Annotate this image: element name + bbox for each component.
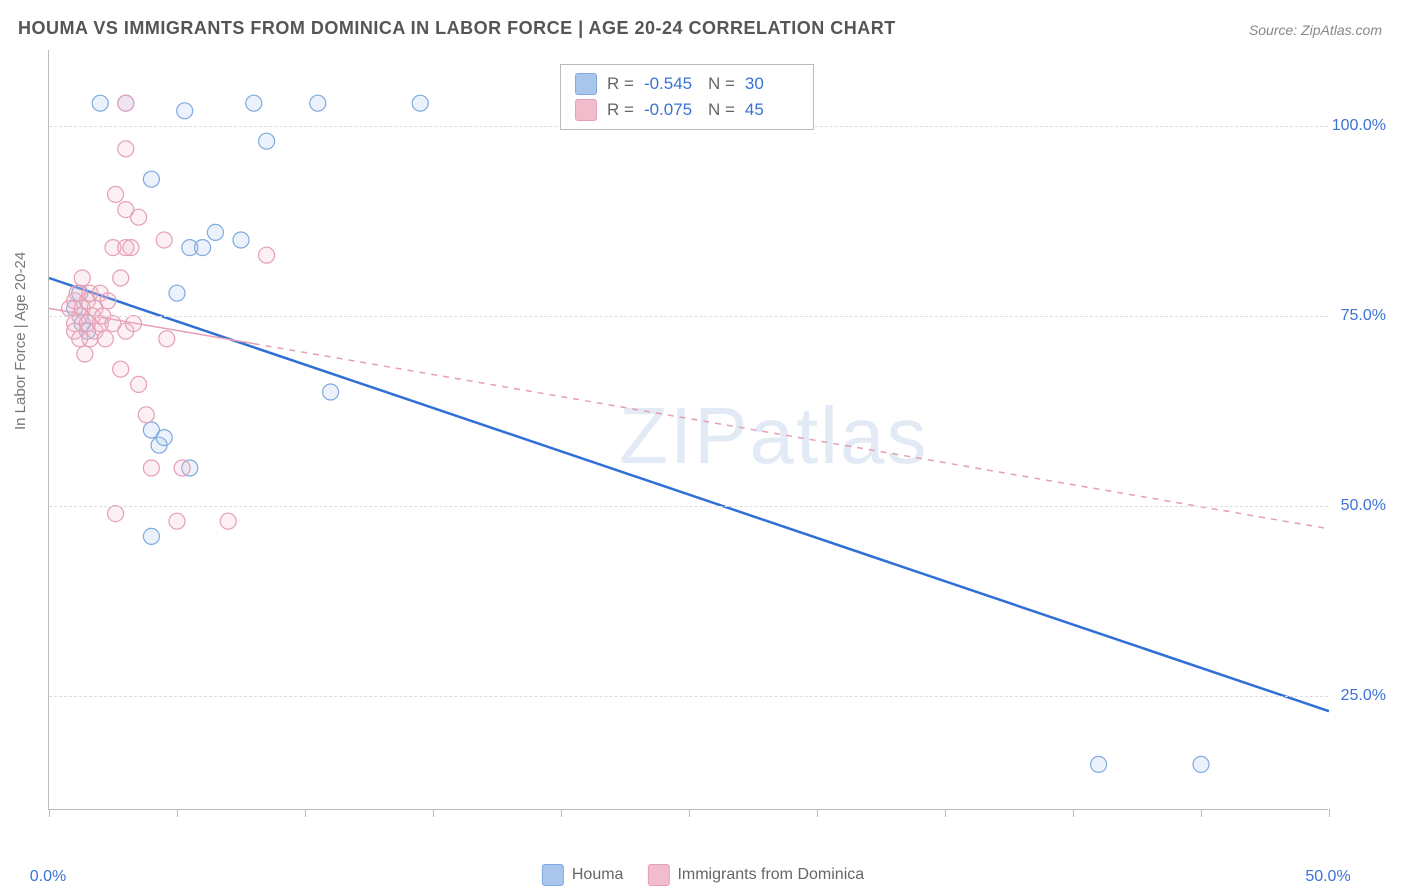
x-tick bbox=[689, 809, 690, 817]
n-label: N = bbox=[708, 100, 735, 120]
legend-item-dominica: Immigrants from Dominica bbox=[647, 864, 864, 886]
swatch-houma-bottom bbox=[542, 864, 564, 886]
series-legend: Houma Immigrants from Dominica bbox=[542, 864, 864, 886]
y-axis-title: In Labor Force | Age 20-24 bbox=[12, 252, 29, 430]
x-tick bbox=[433, 809, 434, 817]
r-label: R = bbox=[607, 100, 634, 120]
n-value-dominica: 45 bbox=[745, 100, 799, 120]
x-tick-label: 50.0% bbox=[1305, 868, 1350, 886]
x-tick bbox=[945, 809, 946, 817]
x-tick bbox=[1329, 809, 1330, 817]
x-tick bbox=[817, 809, 818, 817]
y-tick-label: 75.0% bbox=[1341, 307, 1386, 325]
r-label: R = bbox=[607, 74, 634, 94]
legend-label-houma: Houma bbox=[572, 866, 624, 884]
x-tick bbox=[177, 809, 178, 817]
y-tick-label: 25.0% bbox=[1341, 687, 1386, 705]
chart-title: HOUMA VS IMMIGRANTS FROM DOMINICA IN LAB… bbox=[18, 18, 896, 39]
swatch-dominica bbox=[575, 99, 597, 121]
x-tick bbox=[49, 809, 50, 817]
correlation-legend: R = -0.545 N = 30 R = -0.075 N = 45 bbox=[560, 64, 814, 130]
legend-item-houma: Houma bbox=[542, 864, 624, 886]
legend-row-houma: R = -0.545 N = 30 bbox=[575, 71, 799, 97]
x-tick-label: 0.0% bbox=[30, 868, 66, 886]
x-tick bbox=[561, 809, 562, 817]
swatch-houma bbox=[575, 73, 597, 95]
x-tick bbox=[1201, 809, 1202, 817]
gridline bbox=[49, 316, 1328, 317]
x-tick bbox=[305, 809, 306, 817]
y-tick-label: 100.0% bbox=[1332, 117, 1386, 135]
source-label: Source: ZipAtlas.com bbox=[1249, 22, 1382, 38]
legend-row-dominica: R = -0.075 N = 45 bbox=[575, 97, 799, 123]
gridline bbox=[49, 696, 1328, 697]
plot-area: ZIPatlas bbox=[48, 50, 1328, 810]
gridline bbox=[49, 506, 1328, 507]
r-value-houma: -0.545 bbox=[644, 74, 698, 94]
x-tick bbox=[1073, 809, 1074, 817]
swatch-dominica-bottom bbox=[647, 864, 669, 886]
r-value-dominica: -0.075 bbox=[644, 100, 698, 120]
n-value-houma: 30 bbox=[745, 74, 799, 94]
n-label: N = bbox=[708, 74, 735, 94]
legend-label-dominica: Immigrants from Dominica bbox=[677, 866, 864, 884]
y-tick-label: 50.0% bbox=[1341, 497, 1386, 515]
